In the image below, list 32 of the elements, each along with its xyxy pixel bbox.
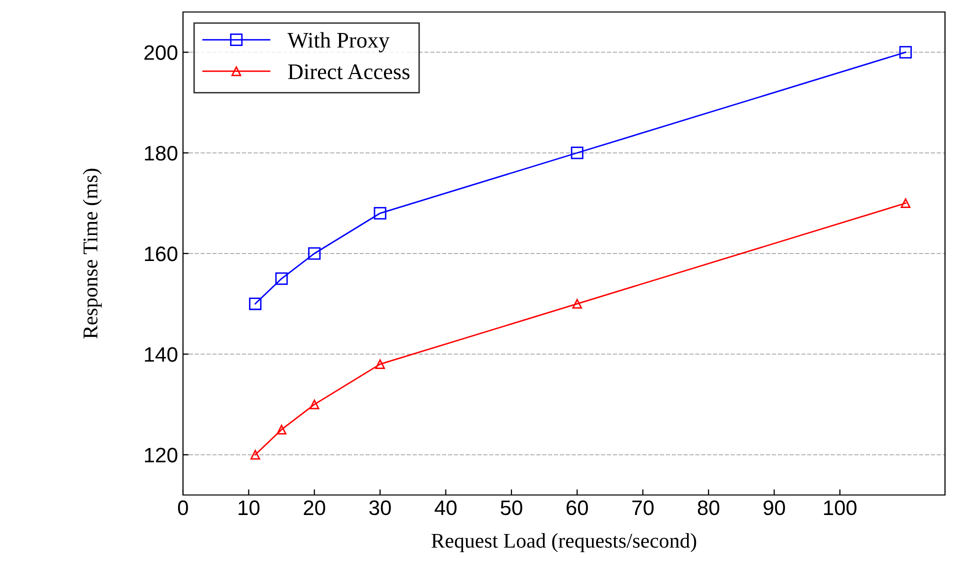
point [308,247,321,260]
point [275,272,288,285]
point [570,146,584,160]
legend-label: With Proxy [287,32,390,52]
point [310,400,320,410]
legend-label: Direct Access [288,64,410,80]
point [249,298,262,310]
x-tick-label: 100 [824,500,856,516]
x-tick-label: 0 [178,500,188,516]
x-tick-label: 80 [698,500,720,516]
x-axis-title: Request Load (requests/second) [432,533,696,552]
y-tick-label: 140 [144,347,178,362]
point [375,359,385,370]
x-tick-label: 50 [500,500,522,516]
x-tick-label: 30 [369,500,391,516]
x-tick-label: 60 [566,500,588,516]
point [276,424,286,434]
y-tick-label: 180 [144,146,178,161]
point [900,198,910,208]
y-tick-label: 120 [144,448,178,463]
x-tick-label: 40 [434,500,457,516]
x-tick-label: 70 [632,500,654,516]
y-axis-title: Response Time (ms) [82,168,102,339]
point [374,207,386,220]
x-tick-label: 90 [764,500,785,516]
x-tick-label: 10 [238,500,260,516]
point [250,450,260,460]
point [899,46,912,58]
x-tick-label: 20 [304,500,326,516]
y-tick-label: 200 [144,45,178,60]
y-tick-label: 160 [144,246,178,262]
point [572,298,582,309]
